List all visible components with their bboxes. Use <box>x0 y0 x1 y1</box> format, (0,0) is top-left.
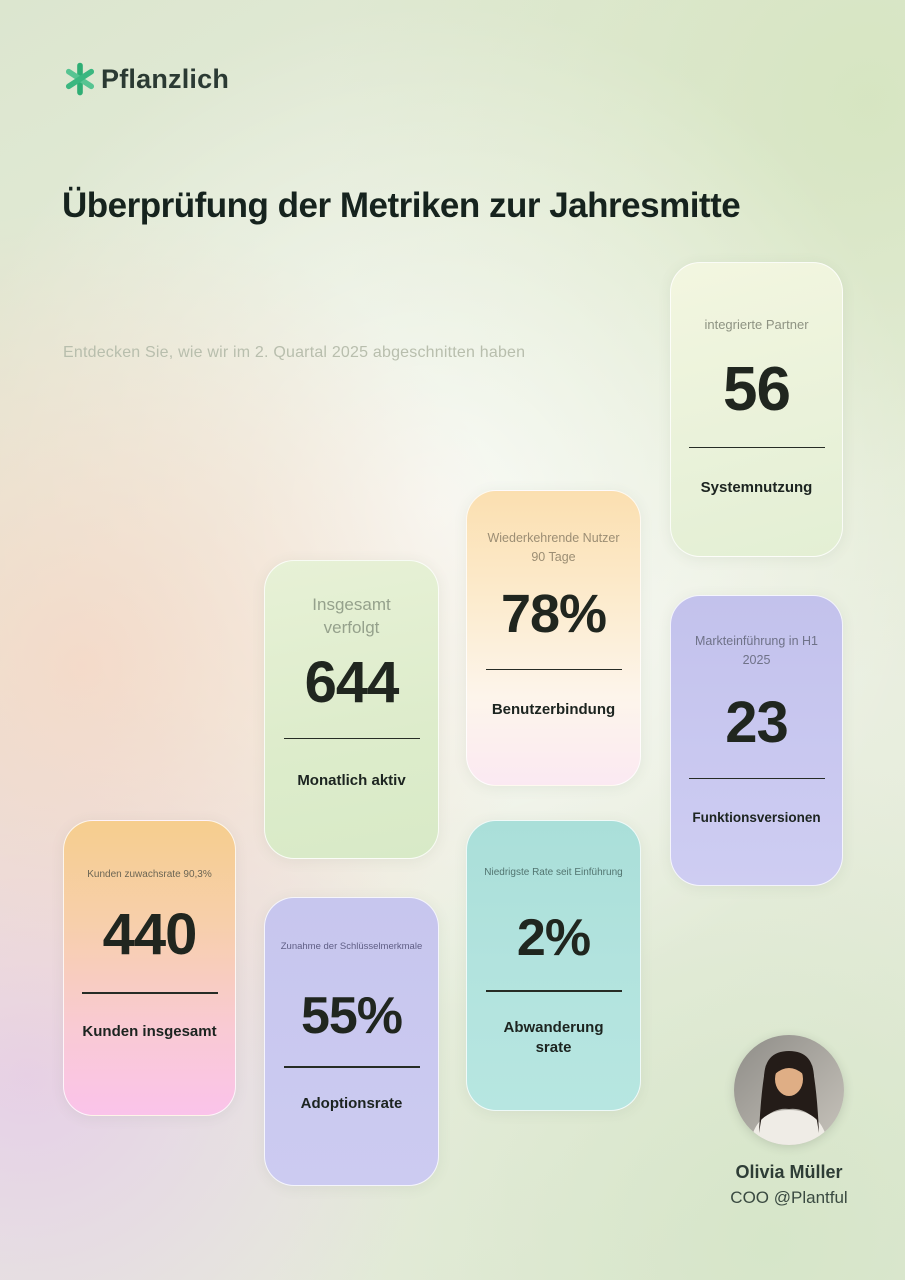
sprout-asterisk-icon <box>62 61 98 97</box>
card-divider <box>485 990 622 992</box>
metric-card-total-tracked: Insgesamt verfolgt 644 Monatlich aktiv <box>264 560 439 859</box>
card-divider <box>688 777 825 779</box>
metric-card-h1-launches: Markteinführung in H1 2025 23 Funktionsv… <box>670 595 843 886</box>
page-subtitle: Entdecken Sie, wie wir im 2. Quartal 202… <box>63 344 526 361</box>
author-role: COO @Plantful <box>730 1188 848 1207</box>
card-bottom-label: Kunden insgesamt <box>82 1022 217 1040</box>
card-top-label: Niedrigste Rate seit Einführung <box>484 867 623 878</box>
card-value: 55% <box>300 987 403 1046</box>
metric-card-returning-users: Wiederkehrende Nutzer 90 Tage 78% Benutz… <box>466 490 641 786</box>
card-divider <box>485 668 622 670</box>
author-avatar <box>734 1035 844 1145</box>
card-divider <box>81 992 218 994</box>
metric-card-churn-rate: Niedrigste Rate seit Einführung 2% Abwan… <box>466 820 641 1111</box>
card-value: 23 <box>725 689 789 755</box>
brand-name: Pflanzlich <box>101 63 230 94</box>
card-bottom-label: Adoptionsrate <box>300 1094 403 1112</box>
card-bottom-label: Funktionsversionen <box>692 810 821 825</box>
card-value: 440 <box>102 902 198 967</box>
card-top-label: Zunahme der Schlüsselmerkmale <box>280 941 423 952</box>
card-top-label: Insgesamt verfolgt <box>312 595 391 637</box>
card-bottom-label: Systemnutzung <box>700 479 813 496</box>
author-name: Olivia Müller <box>735 1162 843 1182</box>
card-divider <box>283 737 420 740</box>
card-divider <box>688 446 825 448</box>
card-top-label: integrierte Partner <box>704 317 809 332</box>
card-top-label: Wiederkehrende Nutzer 90 Tage <box>487 531 620 564</box>
metric-card-integrated-partners: integrierte Partner 56 Systemnutzung <box>670 262 843 557</box>
page-title: Überprüfung der Metriken zur Jahresmitte <box>62 186 741 225</box>
card-bottom-label: Benutzerbindung <box>491 701 616 718</box>
brand-logo: Pflanzlich <box>62 61 229 97</box>
card-value: 644 <box>304 649 400 715</box>
metric-card-feature-adoption: Zunahme der Schlüsselmerkmale 55% Adopti… <box>264 897 439 1186</box>
card-top-label: Markteinführung in H1 2025 <box>695 634 818 667</box>
card-value: 78% <box>500 583 607 644</box>
card-top-label: Kunden zuwachsrate 90,3% <box>87 869 212 880</box>
card-bottom-label: Monatlich aktiv <box>297 772 406 790</box>
card-divider <box>283 1066 420 1068</box>
card-value: 2% <box>516 909 591 967</box>
metric-card-customer-growth: Kunden zuwachsrate 90,3% 440 Kunden insg… <box>63 820 236 1116</box>
card-value: 56 <box>723 354 791 424</box>
card-bottom-label: Abwanderung srate <box>503 1018 604 1056</box>
